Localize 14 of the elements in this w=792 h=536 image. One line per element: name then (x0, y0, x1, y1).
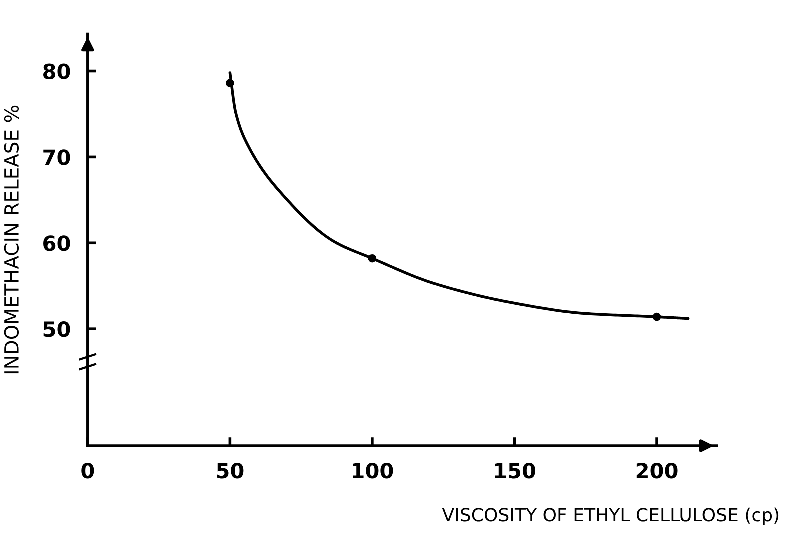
point (652, 312, 662, 322)
y-tick-label: 70 (44, 150, 70, 166)
point (368, 254, 377, 263)
y-axis-title: INDOMETHACIN RELEASE % (4, 106, 20, 374)
x-tick-label: 100 (353, 462, 394, 479)
y-tick-label: 80 (44, 64, 70, 80)
point (226, 79, 234, 88)
y-tick-label: 60 (44, 236, 70, 252)
x-tick-label: 50 (217, 462, 244, 479)
x-tick-label: 0 (82, 462, 94, 479)
x-axis-title: VISCOSITY OF ETHYL CELLULOSE (cp) (442, 508, 779, 526)
x-tick-label: 150 (495, 462, 536, 479)
x-tick-label: 200 (636, 462, 678, 479)
y-tick-label: 50 (44, 322, 70, 338)
